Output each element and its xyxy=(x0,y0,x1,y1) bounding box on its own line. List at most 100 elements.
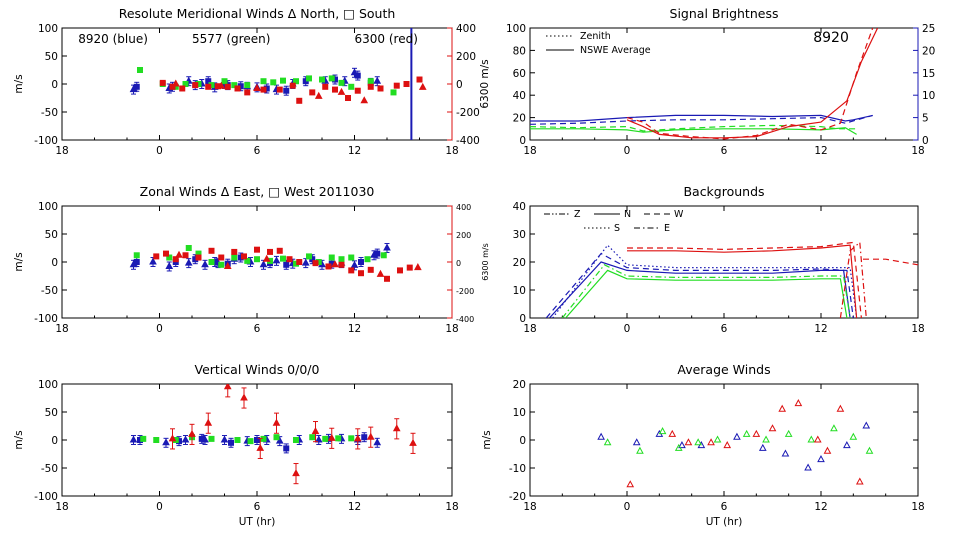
x-tick-label: 18 xyxy=(523,501,536,513)
x-tick-label: 0 xyxy=(156,323,163,335)
x-tick-label: 12 xyxy=(814,501,827,513)
annotation-blue: 8920 (blue) xyxy=(78,32,148,46)
data-point-green xyxy=(293,78,299,85)
y-tick-label: 50 xyxy=(45,407,58,419)
data-point-green xyxy=(306,253,312,260)
y-tick-label: -50 xyxy=(41,463,58,475)
data-point-red xyxy=(289,82,296,89)
data-point-green xyxy=(244,82,251,89)
y-right-tick-label: 20 xyxy=(922,45,935,57)
data-point-blue xyxy=(228,439,234,446)
x-axis-label: UT (hr) xyxy=(239,516,276,528)
data-point-blue xyxy=(283,261,290,268)
x-tick-label: 18 xyxy=(445,145,458,157)
plot-area xyxy=(129,243,422,282)
data-point-red xyxy=(276,86,283,93)
panel-average: Average Winds 18 0 6 12 18 20 10 0 -10 -20 m/s UT (h… xyxy=(481,362,925,528)
data-point-red xyxy=(393,82,400,89)
data-point-red xyxy=(416,76,423,83)
data-point-red xyxy=(262,254,271,262)
plot-area xyxy=(129,28,427,140)
data-point-blue xyxy=(259,260,268,268)
data-point-red xyxy=(325,263,332,270)
data-point-green xyxy=(273,434,280,441)
data-point-red xyxy=(358,270,364,277)
data-point-green xyxy=(254,256,260,263)
data-point-blue xyxy=(374,250,381,257)
y-right-tick-label: 0 xyxy=(456,79,463,91)
data-point-green xyxy=(338,256,345,263)
data-point-red xyxy=(253,83,261,91)
x-tick-label: 12 xyxy=(348,145,361,157)
data-point-green xyxy=(658,427,667,435)
data-point-red xyxy=(182,252,189,259)
panel-vertical: Vertical Winds 0/0/0 18 0 6 12 18 100 50 0 -50 -10… xyxy=(13,362,459,528)
plot-area xyxy=(129,384,417,485)
series-line-blue xyxy=(548,261,851,318)
data-point-green xyxy=(713,435,722,443)
data-point-red xyxy=(813,435,822,443)
data-point-red xyxy=(267,248,273,255)
y-tick-label: -100 xyxy=(34,313,58,325)
data-point-blue xyxy=(678,441,686,449)
data-point-green xyxy=(322,435,329,442)
data-point-red xyxy=(337,87,346,95)
data-point-red xyxy=(153,253,160,260)
chart-title: Signal Brightness xyxy=(670,6,779,21)
series-line-red xyxy=(627,241,862,318)
x-tick-label: 18 xyxy=(55,501,68,513)
y-tick-label: 60 xyxy=(513,68,526,80)
data-point-blue xyxy=(201,260,209,268)
x-tick-label: 18 xyxy=(911,145,924,157)
data-point-blue xyxy=(314,435,323,443)
y-tick-label: 0 xyxy=(519,313,526,325)
legend-label: S xyxy=(614,223,620,234)
y-tick-label: 0 xyxy=(519,435,526,447)
data-point-red xyxy=(204,418,213,426)
x-tick-label: 12 xyxy=(348,323,361,335)
y-tick-label: -100 xyxy=(34,135,58,147)
data-point-red xyxy=(175,250,183,258)
y-tick-label: 100 xyxy=(38,23,58,35)
x-tick-label: 6 xyxy=(721,323,728,335)
data-point-blue xyxy=(275,436,284,444)
y-tick-label: 20 xyxy=(513,257,526,269)
x-tick-label: 18 xyxy=(911,501,924,513)
data-point-blue xyxy=(205,78,212,85)
y-axis-label: m/s xyxy=(13,74,25,93)
data-point-green xyxy=(280,255,286,262)
data-point-red xyxy=(752,429,761,437)
y-right-tick-label: 200 xyxy=(456,231,471,240)
x-tick-label: 6 xyxy=(721,145,728,157)
series-line-red xyxy=(626,28,879,139)
y-right-tick-label: -200 xyxy=(456,287,474,296)
data-point-red xyxy=(855,477,864,485)
data-point-green xyxy=(260,78,267,85)
y-tick-label: 0 xyxy=(51,435,58,447)
y-tick-label: 100 xyxy=(38,201,58,213)
x-tick-label: 0 xyxy=(156,501,163,513)
y-right-tick-label: 400 xyxy=(456,23,476,35)
y-right-tick-label: 25 xyxy=(922,23,935,35)
data-point-red xyxy=(392,424,401,432)
data-point-red xyxy=(223,384,232,390)
data-point-red xyxy=(296,259,303,265)
data-point-green xyxy=(133,252,140,259)
data-point-blue xyxy=(283,445,290,452)
data-point-blue xyxy=(358,259,364,265)
data-point-green xyxy=(137,67,143,73)
data-point-red xyxy=(331,260,339,268)
x-tick-label: 12 xyxy=(814,145,827,157)
data-point-red xyxy=(254,246,260,253)
x-axis-label: UT (hr) xyxy=(706,516,743,528)
y-right-tick-label: 0 xyxy=(922,135,929,147)
y-tick-label: 0 xyxy=(51,257,58,269)
data-point-red xyxy=(314,91,323,99)
y-tick-label: 100 xyxy=(38,379,58,391)
y-tick-label: -50 xyxy=(41,285,58,297)
data-point-red xyxy=(409,438,417,446)
data-point-red xyxy=(338,261,345,268)
panel-meridional: Resolute Meridional Winds Δ North, □ Sou… xyxy=(13,6,491,157)
data-point-red xyxy=(360,96,369,104)
